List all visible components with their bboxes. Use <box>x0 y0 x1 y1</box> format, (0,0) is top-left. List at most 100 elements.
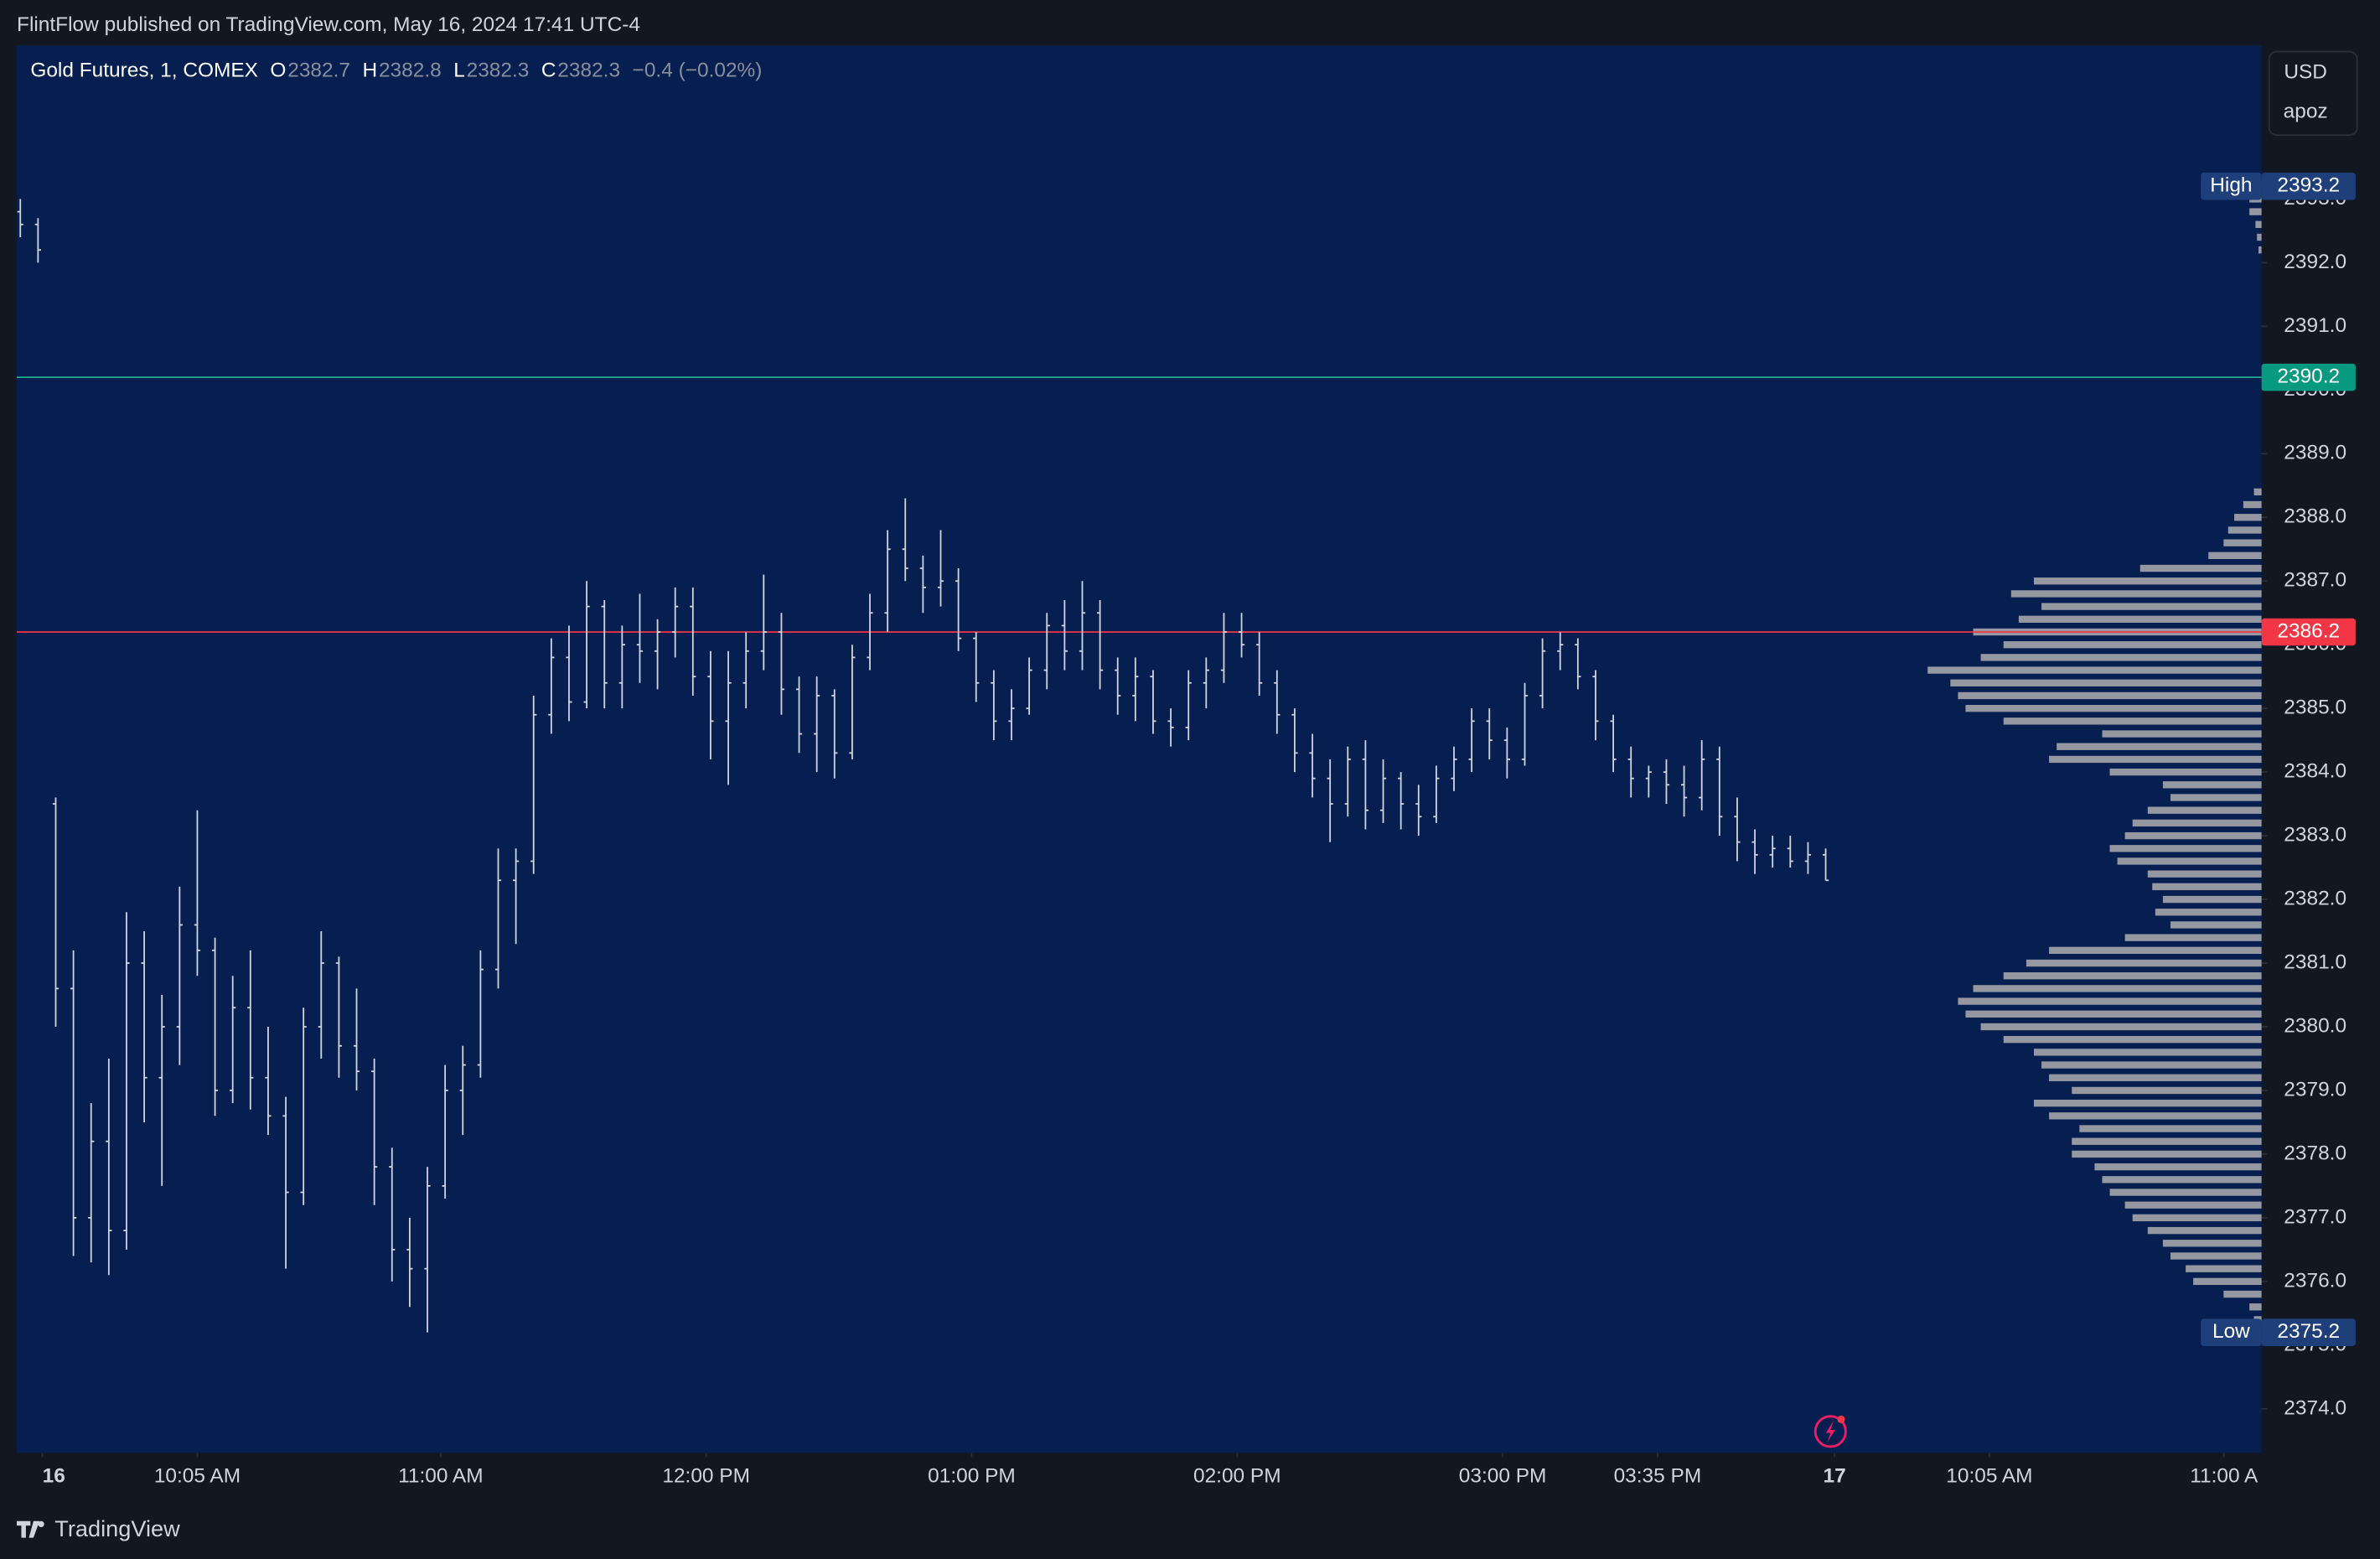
ohlc-bar <box>406 1217 413 1308</box>
ohlc-bar <box>300 1007 307 1205</box>
y-tick-label: 2376.0 <box>2284 1269 2346 1292</box>
legend-value: 2382.8 <box>379 60 442 82</box>
alert-dot[interactable] <box>1837 1415 1845 1423</box>
ohlc-bar <box>1167 708 1174 747</box>
profile-row <box>2072 1137 2262 1145</box>
currency-label[interactable]: USD <box>2284 60 2327 83</box>
profile-row <box>2170 794 2262 801</box>
ohlc-bar <box>831 689 838 779</box>
ohlc-bar <box>1539 638 1546 709</box>
profile-row <box>2208 552 2262 560</box>
ohlc-bar <box>1627 746 1634 798</box>
ohlc-bar <box>1379 759 1387 823</box>
profile-row <box>2041 1061 2262 1069</box>
y-tick-label: 2380.0 <box>2284 1014 2346 1037</box>
alert-icon[interactable] <box>1813 1415 1847 1448</box>
y-tick-label: 2379.0 <box>2284 1078 2346 1101</box>
ohlc-bar <box>654 619 661 690</box>
legend: Gold Futures, 1, COMEX O 2382.7 H 2382.8 L 23… <box>30 60 762 82</box>
extreme-tag: 2393.2 <box>2277 174 2340 197</box>
ohlc-bar <box>211 937 219 1116</box>
ohlc-bar <box>672 587 679 658</box>
alert-bolt[interactable] <box>1825 1421 1835 1442</box>
alert-circle[interactable] <box>1813 1415 1847 1448</box>
profile-row <box>2139 564 2262 572</box>
profile-row <box>2057 743 2262 750</box>
y-tick-label: 2388.0 <box>2284 505 2346 528</box>
ohlc-bar <box>937 530 944 607</box>
ohlc-bar <box>1291 708 1298 773</box>
ohlc-bar <box>814 676 820 773</box>
legend-value: 2382.3 <box>557 60 620 82</box>
profile-row <box>2253 488 2262 496</box>
ohlc-bar <box>106 1058 112 1276</box>
profile-row <box>2147 1226 2262 1235</box>
profile-row <box>2193 1277 2262 1286</box>
y-tick-label: 2378.0 <box>2284 1142 2346 1164</box>
x-tick-label: 10:05 AM <box>154 1465 241 1488</box>
ohlc-bar <box>1362 740 1369 830</box>
level-tag-bg <box>2261 363 2356 391</box>
ohlc-bar <box>1132 657 1139 722</box>
scale-mode[interactable]: apoz <box>2284 100 2328 122</box>
y-tick-label: 2392.0 <box>2284 251 2346 273</box>
ohlc-bar <box>1804 842 1812 874</box>
ohlc-bar <box>88 1103 95 1263</box>
profile-row <box>2132 819 2262 827</box>
ohlc-bar <box>566 625 572 722</box>
ohlc-bar <box>52 797 60 1027</box>
ohlc-bar <box>176 886 183 1065</box>
publish-header: FlintFlow published on TradingView.com, … <box>17 13 640 36</box>
x-tick-label: 17 <box>1824 1465 1846 1488</box>
ohlc-bar <box>1592 670 1599 741</box>
profile-row <box>2162 1240 2262 1247</box>
ohlc-bar <box>459 1045 466 1136</box>
ohlc-bar <box>1185 670 1192 741</box>
profile-row <box>2223 1290 2262 1298</box>
profile-row <box>2003 641 2262 649</box>
brand-name: TradingView <box>54 1515 180 1541</box>
legend-key: C <box>541 60 556 82</box>
ohlc-bar <box>902 498 908 582</box>
ohlc-bar <box>742 631 749 709</box>
ohlc-bar <box>1699 740 1705 811</box>
profile-row <box>2018 615 2262 623</box>
profile-row <box>2132 1214 2262 1222</box>
profile-row <box>2117 857 2262 865</box>
ohlc-bar <box>34 218 41 263</box>
ohlc-bar <box>1680 765 1688 817</box>
ohlc-bar <box>849 645 856 759</box>
scale-box[interactable] <box>2268 50 2358 137</box>
profile-row <box>2243 500 2262 509</box>
ohlc-bar <box>618 625 625 709</box>
ohlc-bar <box>1203 657 1209 709</box>
profile-row <box>2258 246 2262 254</box>
ohlc-bar <box>636 593 644 683</box>
y-tick-label: 2381.0 <box>2284 950 2346 973</box>
ohlc-bar <box>158 995 165 1186</box>
ohlc-bar <box>194 810 201 976</box>
ohlc-bar <box>494 848 502 989</box>
ohlc-bar <box>955 568 962 651</box>
extreme-tag-bg <box>2261 172 2356 200</box>
ohlc-bar <box>371 1058 378 1205</box>
profile-row <box>2124 831 2262 840</box>
ohlc-bar <box>760 574 767 671</box>
ohlc-bar <box>1327 759 1333 842</box>
legend-value: 2382.7 <box>287 60 350 82</box>
ohlc-bar <box>477 950 484 1078</box>
ohlc-bar <box>1115 657 1121 715</box>
profile-row <box>2102 730 2262 738</box>
plot-area <box>17 45 2262 1453</box>
y-tick-label: 2382.0 <box>2284 888 2346 910</box>
profile-row <box>2223 539 2262 546</box>
ohlc-bar <box>1451 746 1457 791</box>
ohlc-bar <box>548 638 555 734</box>
ohlc-bar <box>353 988 360 1090</box>
ohlc-bar <box>707 650 714 759</box>
profile-row <box>2033 1099 2262 1107</box>
x-tick-label: 02:00 PM <box>1193 1465 1281 1488</box>
ohlc-bar <box>1734 797 1741 862</box>
profile-row <box>2109 845 2262 852</box>
